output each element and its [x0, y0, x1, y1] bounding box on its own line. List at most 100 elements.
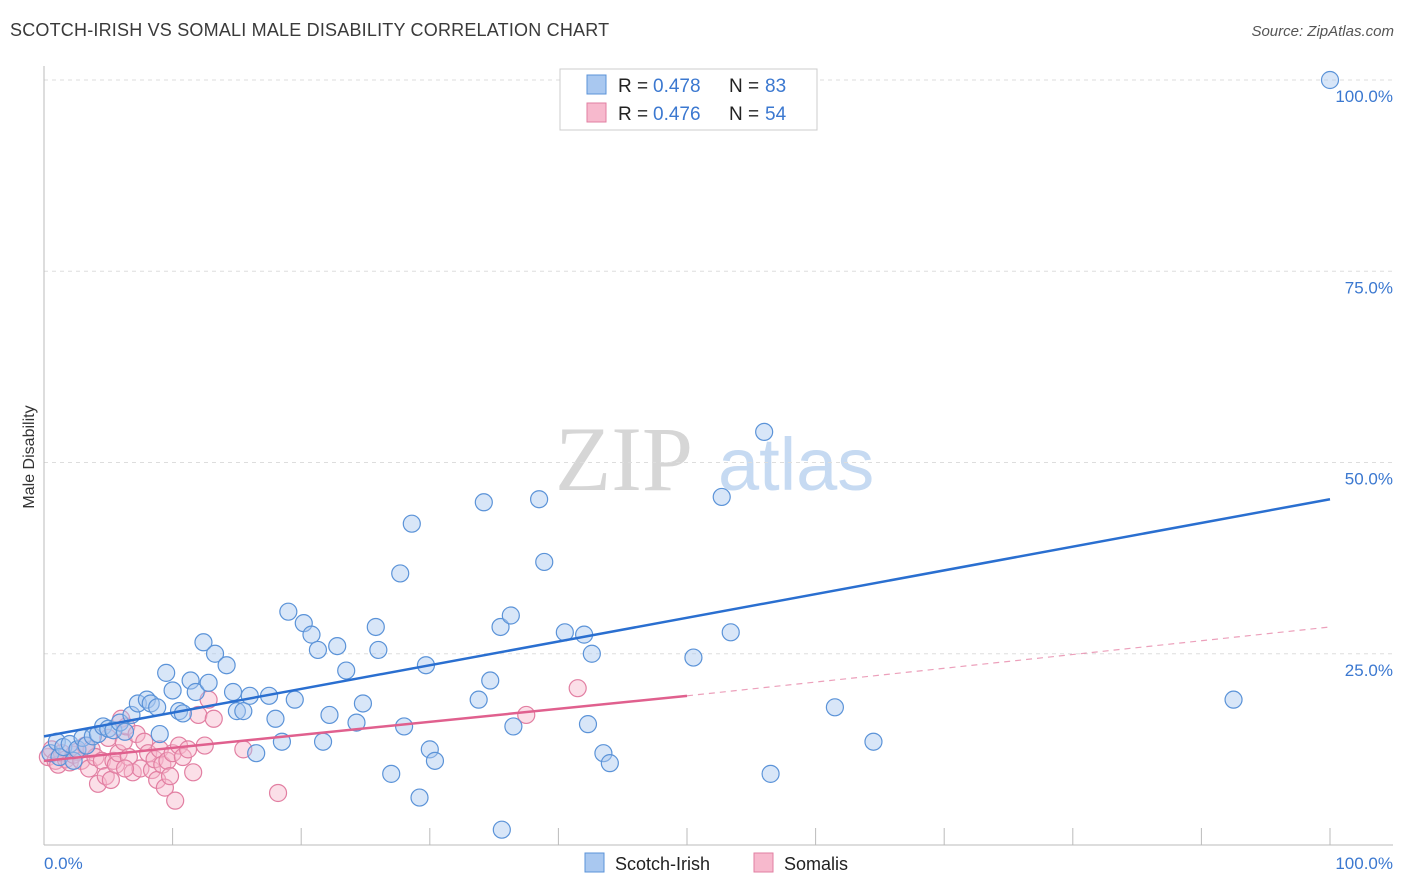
- watermark-zip: ZIP: [555, 408, 693, 510]
- somalis-point: [204, 709, 223, 728]
- scotch-irish-point: [366, 617, 385, 637]
- bottom-legend-swatch-scotch-irish: [584, 852, 605, 873]
- scotch-irish-point: [864, 732, 883, 751]
- scotch-irish-point: [205, 644, 225, 663]
- x-tick-label-max: 100.0%: [1335, 854, 1393, 873]
- bottom-legend: Scotch-Irish Somalis: [584, 852, 848, 874]
- axes: [43, 66, 1393, 846]
- chart-title: SCOTCH-IRISH VS SOMALI MALE DISABILITY C…: [10, 20, 610, 40]
- legend-swatch-somalis: [586, 102, 607, 123]
- scotch-irish-points: [41, 70, 1340, 839]
- scotch-irish-point: [492, 820, 511, 839]
- scotch-irish-point: [337, 661, 356, 680]
- scotch-irish-point: [150, 724, 169, 744]
- scotch-irish-point: [217, 656, 236, 675]
- scotch-irish-point: [247, 744, 266, 763]
- legend-r-label-somali: R =: [618, 104, 648, 125]
- y-tick-label-75: 75.0%: [1345, 278, 1393, 297]
- scotch-irish-point: [163, 681, 182, 700]
- scotch-irish-point: [227, 702, 246, 721]
- somalis-point: [184, 763, 203, 782]
- scotch-irish-point: [313, 732, 333, 751]
- somalis-points: [38, 679, 587, 810]
- legend-r-value-somali: 0.476: [653, 104, 701, 125]
- scotch-irish-point: [504, 717, 523, 736]
- legend-n-label-scotch: N =: [729, 76, 759, 97]
- scotch-irish-point: [402, 514, 421, 533]
- scotch-irish-point: [194, 633, 213, 652]
- y-axis-label: Male Disability: [21, 405, 38, 508]
- trend-lines: [43, 497, 1331, 763]
- scotch-irish-point: [712, 487, 731, 507]
- scotch-irish-point: [328, 636, 347, 656]
- scotch-irish-point: [474, 493, 493, 512]
- somalis-point: [189, 705, 208, 725]
- scotch-irish-point: [530, 490, 549, 509]
- scotch-irish-point: [279, 602, 298, 621]
- somalis-point: [142, 760, 162, 780]
- x-tick-label-min: 0.0%: [44, 854, 83, 873]
- scotch-irish-point: [582, 644, 601, 663]
- legend-r-value-scotch: 0.478: [653, 76, 701, 97]
- scotch-irish-point: [394, 717, 414, 736]
- scotch-irish-point: [1320, 70, 1340, 90]
- y-tick-labels: 25.0% 50.0% 75.0% 100.0%: [1335, 87, 1393, 680]
- scotch-irish-point: [425, 751, 445, 770]
- scotch-irish-point: [302, 625, 321, 644]
- scotch-irish-point: [684, 648, 703, 667]
- scotch-irish-point: [594, 744, 613, 763]
- scotch-irish-point: [285, 690, 304, 709]
- legend-n-value-somali: 54: [765, 104, 787, 125]
- somalis-trend-line: [43, 694, 688, 763]
- scotch-irish-point: [223, 682, 243, 702]
- scotch-irish-point: [77, 736, 96, 755]
- scotch-irish-point: [128, 694, 147, 713]
- somalis-point: [115, 759, 135, 778]
- scotch-irish-point: [186, 682, 205, 702]
- scotch-irish-point: [115, 722, 135, 741]
- scotch-irish-point: [535, 552, 554, 572]
- legend-n-label-somali: N =: [729, 104, 759, 125]
- scotch-irish-point: [240, 686, 259, 705]
- scotch-irish-point: [825, 698, 844, 717]
- watermark-atlas: atlas: [718, 423, 874, 506]
- scotch-irish-point: [347, 713, 366, 732]
- somalis-point: [101, 770, 120, 790]
- somalis-point: [268, 783, 288, 803]
- somalis-point: [166, 791, 185, 810]
- source-label: Source: ZipAtlas.com: [1251, 23, 1394, 40]
- gridlines: [44, 79, 1393, 655]
- somalis-trend-line-extrapolated: [686, 626, 1331, 697]
- scotch-irish-point: [234, 702, 253, 721]
- scotch-irish-point: [50, 747, 69, 767]
- bottom-legend-label-somalis: Somalis: [784, 854, 848, 874]
- scotch-irish-point: [353, 694, 373, 713]
- y-tick-label-100: 100.0%: [1335, 87, 1393, 106]
- scotch-irish-point: [173, 704, 192, 723]
- scotch-irish-point: [600, 754, 619, 773]
- scotch-irish-point: [1224, 690, 1243, 709]
- legend-r-label-scotch: R =: [618, 76, 648, 97]
- scotch-irish-point: [481, 671, 500, 690]
- legend-swatch-scotch-irish: [586, 74, 607, 95]
- scotch-irish-point: [761, 764, 780, 783]
- y-tick-label-25: 25.0%: [1345, 661, 1393, 680]
- scotch-irish-point: [181, 671, 200, 690]
- scotch-irish-point: [755, 422, 774, 441]
- scotch-irish-point: [410, 788, 429, 807]
- somalis-point: [160, 767, 180, 786]
- scotch-irish-point: [578, 715, 598, 734]
- scotch-irish-point: [420, 740, 439, 759]
- scotch-irish-point: [501, 606, 520, 625]
- scotch-irish-point: [266, 709, 285, 728]
- scotch-irish-point: [382, 764, 401, 783]
- bottom-legend-label-scotch-irish: Scotch-Irish: [615, 854, 710, 874]
- scotch-irish-point: [491, 617, 510, 637]
- somalis-point: [178, 740, 198, 759]
- legend-n-value-scotch: 83: [765, 76, 786, 97]
- scotch-irish-point: [391, 564, 410, 583]
- scotch-irish-point: [320, 705, 339, 725]
- scotch-irish-point: [721, 623, 740, 642]
- scotch-irish-point: [369, 640, 388, 660]
